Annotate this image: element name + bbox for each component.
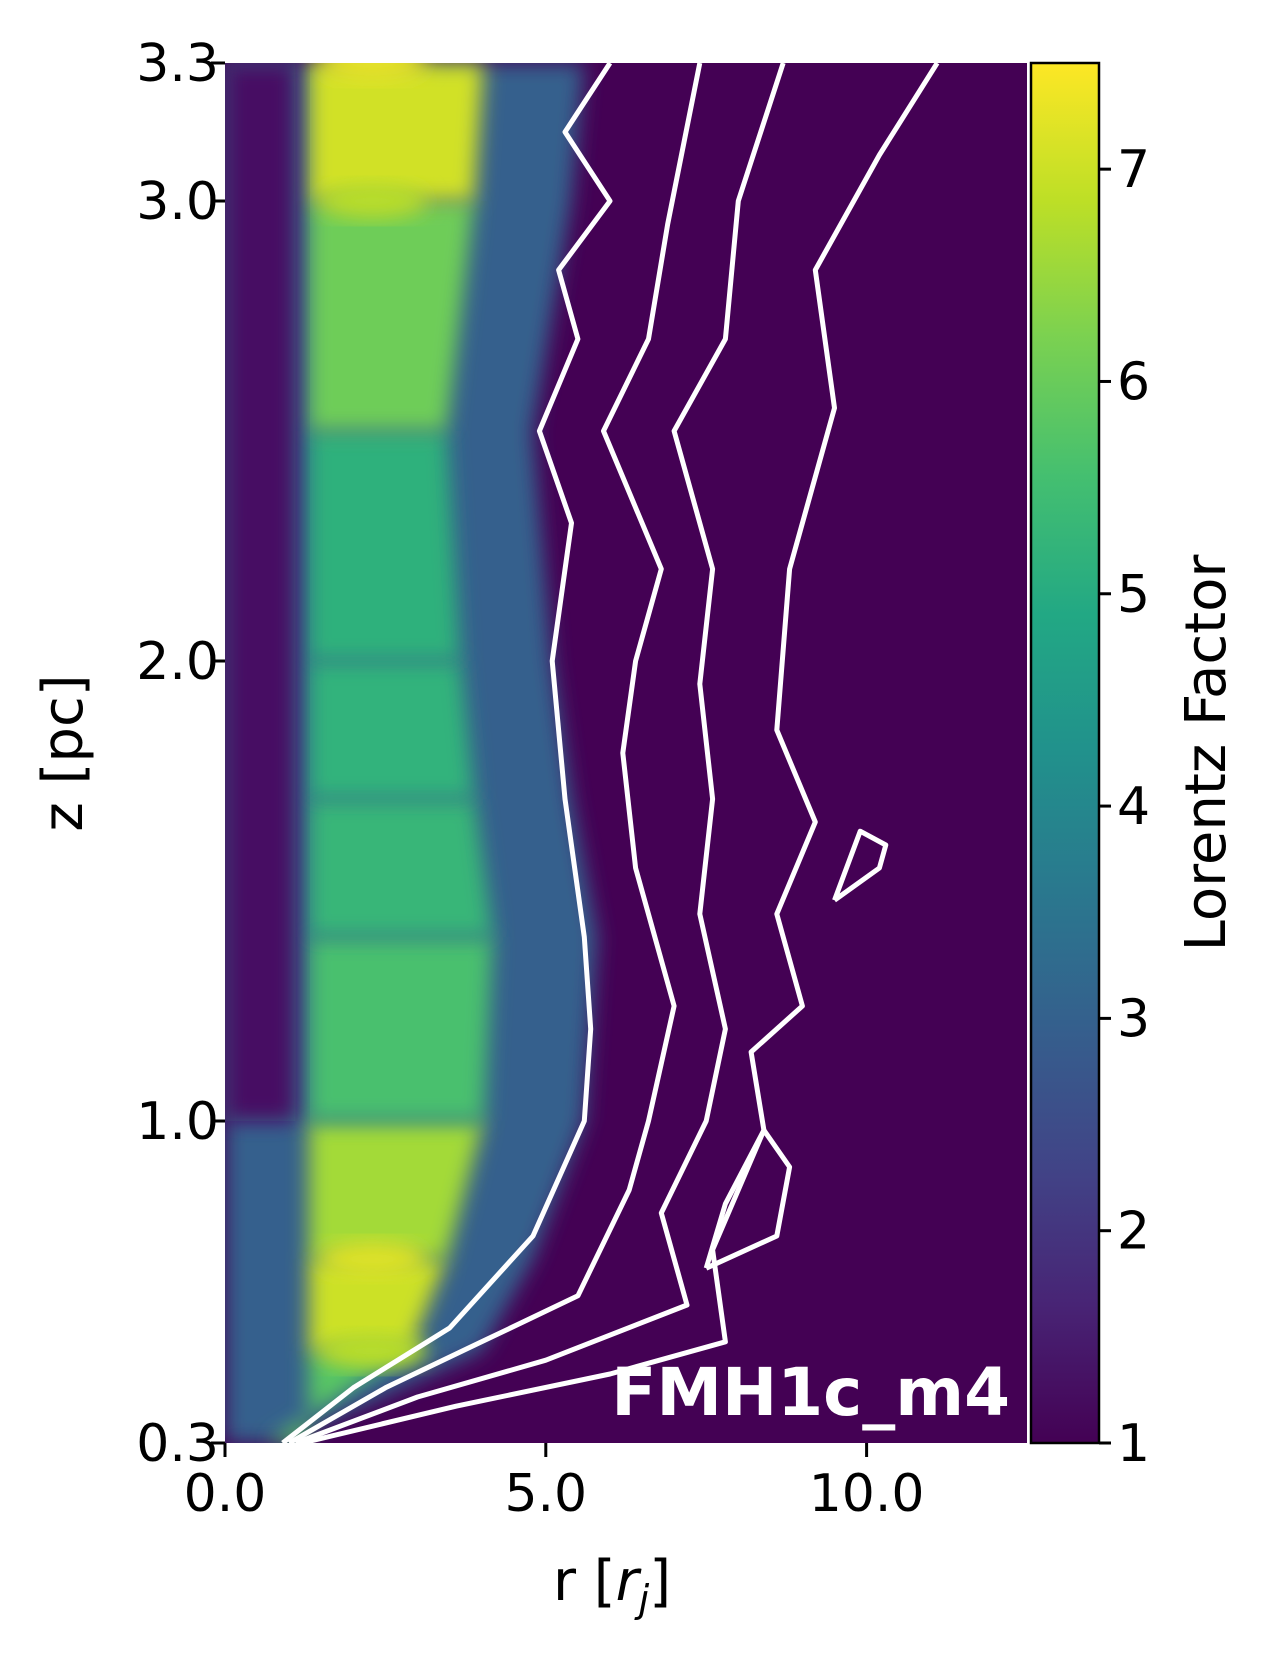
x-axis-label-close: ] xyxy=(649,1549,671,1614)
jet-core-segment xyxy=(308,63,484,201)
colorbar: 1 2 3 4 5 6 7 Lorentz Factor xyxy=(1029,61,1239,1474)
jet-core-segment xyxy=(308,1121,484,1259)
colorbar-tick-label: 2 xyxy=(1117,1202,1150,1262)
colorbar-label: Lorentz Factor xyxy=(1174,554,1239,952)
y-tick-label: 2.0 xyxy=(136,632,219,692)
x-axis-label: r [rj] xyxy=(553,1549,671,1621)
x-axis-label-main: r [ xyxy=(553,1549,616,1614)
contour-layer xyxy=(281,63,940,1443)
x-axis-label-var: r xyxy=(616,1549,642,1614)
jet-knot xyxy=(317,1241,428,1277)
x-tick-label: 5.0 xyxy=(504,1464,587,1524)
jet-core-segment xyxy=(308,1259,447,1351)
x-tick-label: 0.0 xyxy=(184,1464,267,1524)
colorbar-tick-label: 5 xyxy=(1117,565,1150,625)
colorbar-tick-label: 7 xyxy=(1117,140,1150,200)
jet-spine xyxy=(225,63,296,1121)
colorbar-tick-label: 1 xyxy=(1117,1414,1150,1474)
colorbar-tick-label: 3 xyxy=(1117,989,1150,1049)
colorbar-tick-label: 6 xyxy=(1117,352,1150,412)
heatmap-layer xyxy=(225,63,598,1443)
jet-core-segment xyxy=(308,799,493,937)
jet-knot xyxy=(317,63,428,81)
y-tick-label: 3.0 xyxy=(136,172,219,232)
x-tick-label: 10.0 xyxy=(809,1464,925,1524)
jet-knot xyxy=(317,183,428,219)
jet-core-segment xyxy=(308,201,475,431)
contour-line-4 xyxy=(301,63,940,1443)
colorbar-gradient xyxy=(1029,61,1101,1445)
x-axis: 0.0 5.0 10.0 xyxy=(184,1443,925,1524)
jet-core-segment xyxy=(308,431,461,661)
y-tick-label: 3.3 xyxy=(136,34,219,94)
jet-core-segment xyxy=(308,661,475,799)
jet-core-segment xyxy=(308,937,493,1121)
y-axis: 0.3 1.0 2.0 3.0 3.3 xyxy=(136,34,225,1474)
contour-line-2 xyxy=(287,63,703,1443)
contour-line-1 xyxy=(281,63,613,1443)
y-tick-label: 1.0 xyxy=(136,1092,219,1152)
colorbar-ticks: 1 2 3 4 5 6 7 xyxy=(1099,140,1150,1474)
y-tick-label: 0.3 xyxy=(136,1414,219,1474)
contour-line-6 xyxy=(832,828,889,903)
y-axis-label: z [pc] xyxy=(31,674,96,831)
colorbar-tick-label: 4 xyxy=(1117,777,1150,837)
contour-line-5 xyxy=(703,1127,793,1271)
contour-line-3 xyxy=(294,63,786,1443)
plot-area xyxy=(225,63,1027,1443)
panel-label: FMH1c_m4 xyxy=(611,1354,1010,1431)
